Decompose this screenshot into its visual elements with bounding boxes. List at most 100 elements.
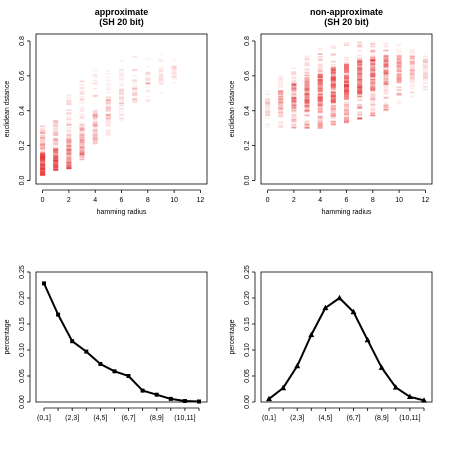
data-point xyxy=(344,95,349,97)
data-point xyxy=(317,96,323,98)
data-point xyxy=(53,151,59,153)
data-point xyxy=(291,85,297,88)
data-point xyxy=(357,90,363,92)
data-point xyxy=(278,96,284,98)
data-point xyxy=(40,135,46,137)
data-point xyxy=(66,167,72,169)
data-point xyxy=(291,77,297,79)
data-point xyxy=(317,75,323,78)
data-point xyxy=(79,143,85,145)
data-point xyxy=(396,69,402,72)
data-point xyxy=(105,99,111,102)
data-point xyxy=(330,121,336,123)
data-point xyxy=(119,110,124,113)
data-point xyxy=(40,165,46,168)
data-point xyxy=(396,86,402,88)
data-point xyxy=(409,92,415,94)
data-point xyxy=(344,72,349,74)
data-point xyxy=(357,76,363,78)
data-point xyxy=(396,63,402,66)
data-point xyxy=(92,94,98,97)
data-point xyxy=(370,80,376,83)
data-point-marker xyxy=(392,384,399,390)
data-point xyxy=(317,59,323,62)
data-point xyxy=(422,86,428,88)
data-point xyxy=(383,82,389,84)
data-point xyxy=(317,111,323,113)
data-point xyxy=(40,167,46,170)
data-point xyxy=(171,73,177,75)
y-tick-label: 0.8 xyxy=(19,36,26,46)
data-point xyxy=(66,142,72,144)
chart-panel-2: 0.00.20.40.60.80 2 4 6 8 10 12non-approximate(… xyxy=(229,7,433,216)
data-point xyxy=(40,163,46,166)
data-point xyxy=(330,99,336,101)
data-point xyxy=(105,133,111,135)
data-point xyxy=(171,76,177,78)
data-point xyxy=(304,84,310,87)
data-point xyxy=(304,103,310,106)
data-point xyxy=(278,90,284,92)
data-point xyxy=(396,82,402,85)
data-point xyxy=(344,83,349,85)
data-point xyxy=(92,129,98,132)
data-point xyxy=(291,67,297,70)
data-point xyxy=(370,57,376,59)
data-point xyxy=(92,133,98,136)
data-point xyxy=(53,159,59,161)
data-point xyxy=(119,75,124,78)
data-point xyxy=(79,126,85,129)
data-point xyxy=(370,69,376,72)
data-point xyxy=(317,86,323,89)
data-point xyxy=(291,93,297,95)
data-point xyxy=(291,124,297,126)
data-point xyxy=(344,64,349,66)
data-point xyxy=(344,83,349,86)
data-point xyxy=(265,114,271,116)
data-point xyxy=(344,90,349,93)
data-point xyxy=(383,59,389,61)
data-point xyxy=(304,92,310,94)
data-point xyxy=(105,73,111,75)
data-point xyxy=(304,59,310,61)
data-point xyxy=(40,170,46,172)
data-point xyxy=(344,84,349,86)
data-point xyxy=(304,72,310,74)
data-point xyxy=(330,76,336,79)
data-point xyxy=(40,157,46,160)
data-point xyxy=(53,160,59,163)
data-point xyxy=(357,87,363,89)
data-point xyxy=(40,151,46,154)
chart-panel-4: 0.000.050.100.150.200.25(0,1] (2,3] (4,5](… xyxy=(229,265,433,422)
data-point xyxy=(344,63,349,65)
data-point xyxy=(344,93,349,95)
data-point xyxy=(291,100,297,103)
data-point xyxy=(40,156,46,159)
data-point xyxy=(422,66,428,69)
data-point xyxy=(317,104,323,107)
data-point xyxy=(357,92,363,95)
data-point xyxy=(40,156,46,158)
data-point xyxy=(370,98,376,101)
data-point xyxy=(370,75,376,77)
data-point xyxy=(79,143,85,146)
data-point xyxy=(40,169,46,172)
data-point xyxy=(304,106,310,109)
data-point-marker xyxy=(308,331,315,338)
data-point xyxy=(119,96,124,98)
data-point xyxy=(344,120,349,123)
data-point xyxy=(344,65,349,68)
data-point xyxy=(304,93,310,95)
data-point xyxy=(370,59,376,61)
data-point xyxy=(344,84,349,87)
data-point xyxy=(53,160,59,162)
data-point xyxy=(79,154,85,157)
data-point xyxy=(357,117,363,120)
data-point xyxy=(317,100,323,102)
data-point xyxy=(304,81,310,84)
data-point xyxy=(383,61,389,64)
data-point xyxy=(132,87,138,90)
data-point xyxy=(357,106,363,108)
data-point xyxy=(330,123,336,126)
data-point xyxy=(278,93,284,95)
